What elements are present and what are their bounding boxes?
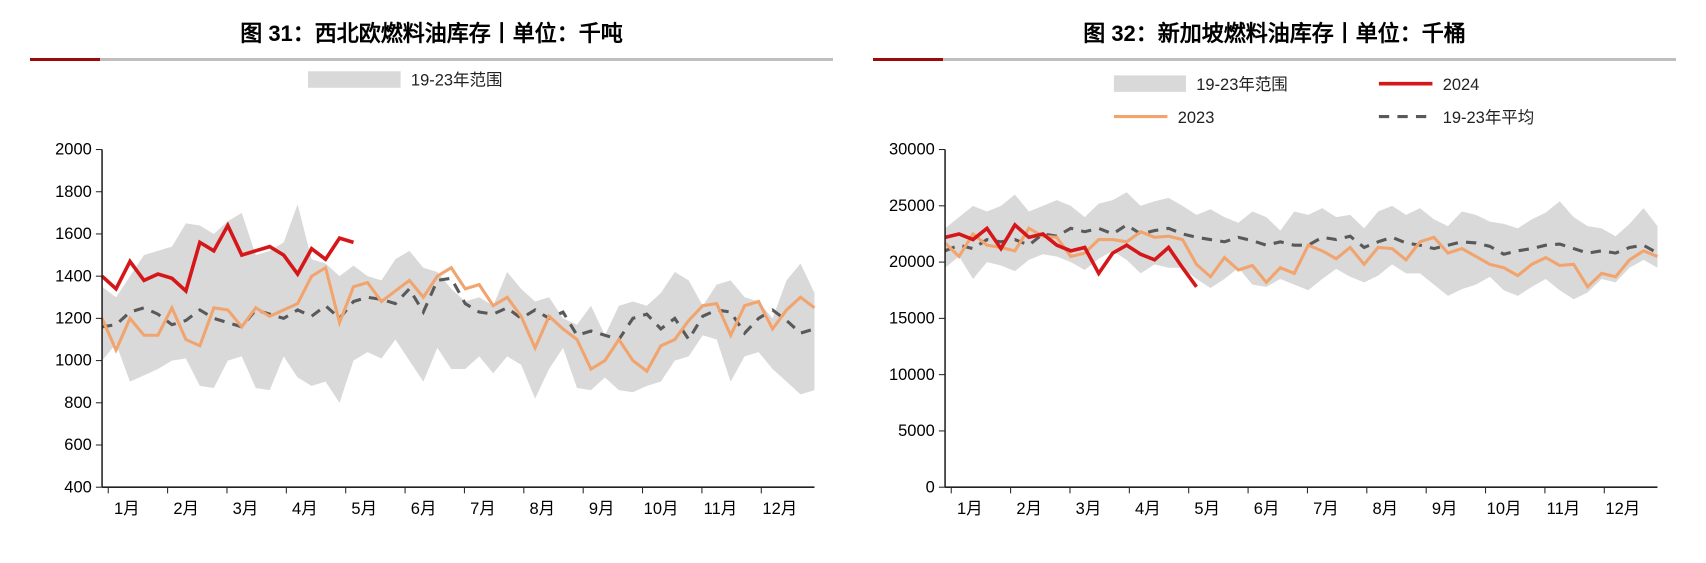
- right-title: 图 32：新加坡燃料油库存丨单位：千桶: [873, 10, 1676, 58]
- x-tick-label: 10月: [644, 500, 679, 518]
- x-tick-label: 4月: [1135, 500, 1161, 518]
- page: 图 31：西北欧燃料油库存丨单位：千吨 400 600 800 1000 1200 140…: [0, 0, 1706, 563]
- left-chart: 400 600 800 1000 1200 1400 1600 1800 2000 1月 2月 3月 4…: [30, 61, 833, 553]
- legend: 19-23年范围 2024 2023 19-23年平均: [1114, 75, 1534, 126]
- y-tick-label: 20000: [889, 253, 935, 271]
- x-tick-label: 9月: [1432, 500, 1458, 518]
- y-tick-label: 30000: [889, 141, 935, 159]
- y-tick-label: 25000: [889, 197, 935, 215]
- y-tick-label: 800: [64, 394, 91, 412]
- right-panel: 图 32：新加坡燃料油库存丨单位：千桶 0 5000 10000 15000 20000…: [873, 10, 1676, 553]
- y-tick-label: 10000: [889, 366, 935, 384]
- legend-range-icon: [1114, 75, 1186, 91]
- legend-2023-label: 2023: [1178, 109, 1215, 127]
- x-tick-label: 6月: [1254, 500, 1280, 518]
- y-tick-label: 5000: [898, 422, 935, 440]
- y-tick-label: 600: [64, 436, 91, 454]
- y-tick-label: 1800: [55, 183, 92, 201]
- x-tick-label: 11月: [1547, 500, 1581, 518]
- y-tick-label: 1200: [55, 310, 92, 328]
- legend-range-label: 19-23年范围: [411, 72, 503, 90]
- x-tick-label: 12月: [762, 500, 797, 518]
- left-panel: 图 31：西北欧燃料油库存丨单位：千吨 400 600 800 1000 1200 140…: [30, 10, 833, 553]
- legend-range-label: 19-23年范围: [1196, 76, 1288, 94]
- x-tick-label: 6月: [411, 500, 437, 518]
- y-tick-label: 2000: [55, 141, 92, 159]
- x-tick-label: 2月: [173, 500, 199, 518]
- y-tick-label: 15000: [889, 310, 935, 328]
- y-tick-label: 400: [64, 478, 91, 496]
- x-tick-label: 7月: [1313, 500, 1339, 518]
- y-tick-label: 1000: [55, 352, 92, 370]
- x-tick-label: 3月: [1076, 500, 1102, 518]
- x-tick-label: 2月: [1016, 500, 1042, 518]
- y-tick-label: 1400: [55, 267, 92, 285]
- x-tick-label: 11月: [704, 500, 738, 518]
- x-tick-label: 10月: [1487, 500, 1522, 518]
- x-tick-label: 3月: [233, 500, 259, 518]
- x-tick-label: 1月: [114, 500, 140, 518]
- x-tick-label: 12月: [1605, 500, 1640, 518]
- legend: 19-23年范围: [308, 71, 502, 89]
- left-svg: 400 600 800 1000 1200 1400 1600 1800 2000 1月 2月 3月 4…: [30, 61, 833, 535]
- left-title: 图 31：西北欧燃料油库存丨单位：千吨: [30, 10, 833, 58]
- x-tick-label: 1月: [957, 500, 983, 518]
- x-tick-label: 8月: [1373, 500, 1399, 518]
- right-svg: 0 5000 10000 15000 20000 25000 30000 1月 2月 3月 4月 5月…: [873, 61, 1676, 535]
- legend-2024-label: 2024: [1443, 76, 1480, 94]
- legend-range-icon: [308, 71, 401, 87]
- legend-avg-label: 19-23年平均: [1443, 109, 1535, 127]
- y-tick-label: 0: [926, 478, 935, 496]
- x-tick-label: 8月: [530, 500, 556, 518]
- x-tick-label: 5月: [1194, 500, 1220, 518]
- x-tick-label: 4月: [292, 500, 318, 518]
- x-tick-label: 9月: [589, 500, 615, 518]
- right-chart: 0 5000 10000 15000 20000 25000 30000 1月 2月 3月 4月 5月…: [873, 61, 1676, 553]
- y-tick-label: 1600: [55, 225, 92, 243]
- x-tick-label: 5月: [351, 500, 377, 518]
- x-tick-label: 7月: [470, 500, 496, 518]
